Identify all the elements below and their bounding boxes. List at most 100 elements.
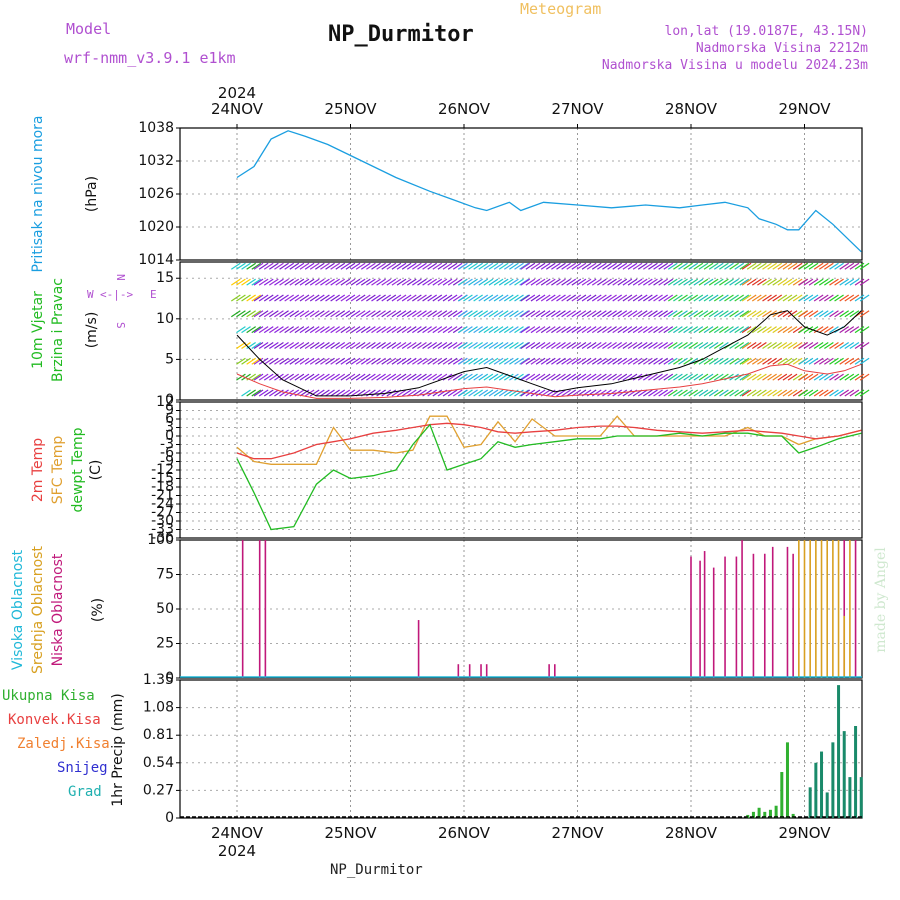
panel-frame	[179, 539, 863, 679]
wind-barb	[422, 278, 432, 286]
temp-axis-unit: (C)	[88, 460, 104, 481]
wind-barb	[792, 326, 803, 334]
wind-barb	[294, 310, 305, 318]
wind-barb	[591, 341, 602, 349]
wind-barb	[762, 310, 772, 318]
wind-barb	[844, 310, 855, 318]
wind-barb	[535, 326, 546, 334]
wind-barb	[818, 294, 829, 302]
wind-barb	[556, 373, 566, 381]
wind-barb	[813, 310, 824, 318]
wind-barb	[314, 294, 325, 302]
wind-barb	[607, 326, 617, 334]
wind-barb	[345, 389, 356, 397]
wind-barb	[777, 262, 788, 270]
y-tick-label: 1026	[138, 186, 174, 202]
wind-barb	[236, 294, 246, 302]
wind-barb	[734, 310, 745, 318]
wind-barb	[597, 262, 607, 270]
wind-barb	[509, 326, 519, 334]
wind-barb	[447, 341, 458, 349]
wind-barb	[829, 278, 839, 286]
wind-barb	[330, 278, 340, 286]
y-tick-label: 1.35	[143, 672, 174, 688]
wind-barb	[708, 310, 719, 318]
wind-barb	[545, 262, 556, 270]
wind-barb	[658, 389, 668, 397]
wind-barb	[658, 262, 668, 270]
wind-barb	[269, 310, 279, 318]
wind-barb	[757, 294, 767, 302]
wind-barb	[251, 373, 262, 381]
wind-barb	[447, 262, 458, 270]
wind-barb	[503, 326, 514, 334]
wind-barb	[530, 326, 541, 334]
wind-barb	[304, 294, 315, 302]
wind-barb	[206, 342, 215, 348]
y-tick-label: -36	[151, 530, 174, 546]
wind-barb	[782, 278, 793, 286]
wind-barb	[663, 310, 674, 318]
wind-barb	[488, 373, 499, 381]
wind-barb	[798, 294, 809, 302]
wind-barb	[488, 310, 499, 318]
wind-barb	[798, 278, 809, 286]
wind-barb	[391, 357, 402, 365]
wind-barb	[782, 389, 793, 397]
wind-barb	[782, 341, 793, 349]
precip-bar-total	[791, 813, 795, 818]
x-tick-label-bottom: 29NOV	[778, 824, 831, 842]
wind-barb	[808, 262, 819, 270]
wind-barb	[468, 294, 478, 302]
wind-barb	[447, 326, 458, 334]
wind-barb	[540, 326, 551, 334]
wind-barb	[503, 341, 514, 349]
wind-barb	[741, 294, 752, 302]
wind-barb	[818, 389, 829, 397]
wind-barb	[854, 389, 865, 397]
wind-barb	[258, 278, 269, 286]
wind-barb	[622, 310, 633, 318]
wind-barb	[417, 357, 427, 365]
wind-barb	[376, 294, 386, 302]
wind-barb	[663, 294, 674, 302]
wind-barb	[442, 262, 453, 270]
wind-barb	[519, 278, 529, 286]
wind-barb	[463, 262, 473, 270]
wind-barb	[566, 326, 577, 334]
wind-barb	[834, 341, 844, 349]
wind-barb	[627, 326, 638, 334]
wind-barb	[703, 262, 714, 270]
wind-barb	[520, 294, 531, 302]
wind-barb	[839, 326, 850, 334]
precip-bar-graupel	[825, 792, 829, 818]
wind-barb	[653, 262, 663, 270]
wind-barb	[667, 389, 678, 397]
wind-barb	[688, 341, 699, 349]
wind-barb	[798, 373, 809, 381]
wind-barb	[498, 294, 509, 302]
wind-barb	[269, 294, 279, 302]
wind-barb	[708, 357, 719, 365]
wind-barb	[839, 310, 850, 318]
wind-barb	[673, 262, 683, 270]
wind-barb	[854, 294, 865, 302]
wind-barb	[468, 341, 478, 349]
wind-barb	[772, 294, 783, 302]
wind-barb	[627, 262, 638, 270]
wind-barb	[703, 357, 714, 365]
wind-barb	[325, 326, 335, 334]
wind-barb	[824, 341, 834, 349]
wind-barb	[253, 389, 264, 397]
wind-barb	[381, 357, 392, 365]
wind-barb	[473, 278, 483, 286]
wind-barb	[366, 326, 376, 334]
cloud-axis-unit: (%)	[90, 598, 106, 622]
wind-barb	[299, 389, 310, 397]
wind-barb	[246, 294, 256, 302]
wind-barb	[667, 341, 678, 349]
wind-barb	[320, 326, 330, 334]
y-tick-label: 75	[156, 567, 174, 583]
wind-barb	[648, 294, 658, 302]
wind-barb	[396, 373, 407, 381]
